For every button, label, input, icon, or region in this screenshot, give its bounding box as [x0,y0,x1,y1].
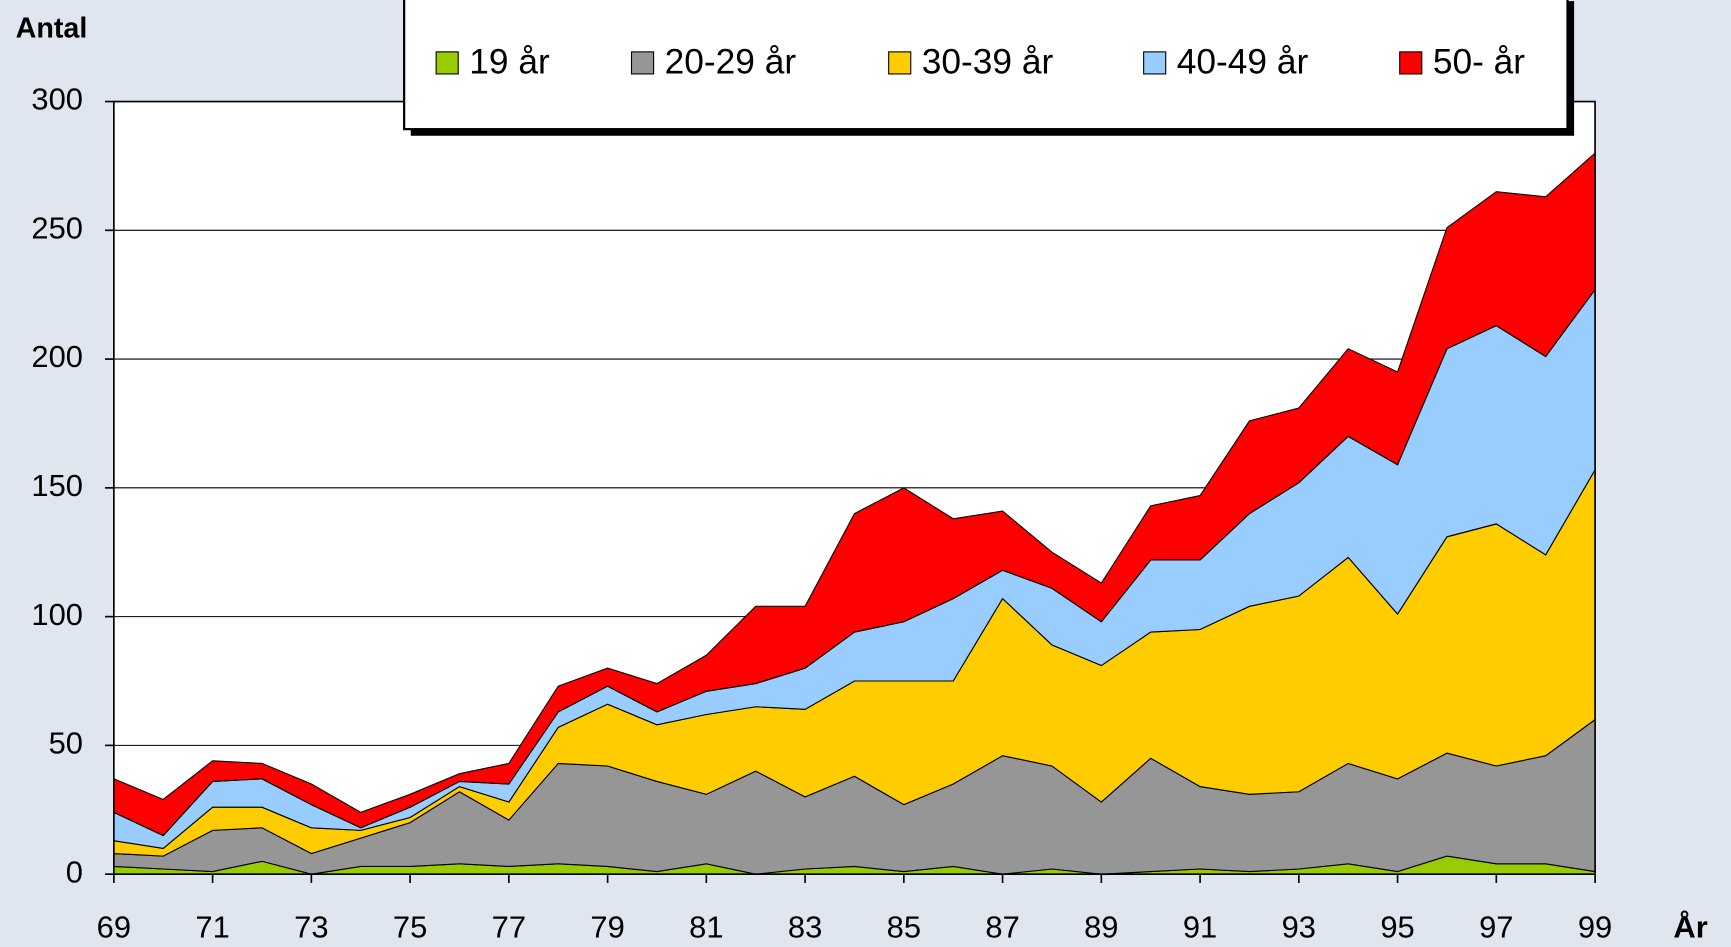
x-tick-label: 93 [1282,909,1316,944]
legend-label: 30-39 år [922,42,1054,81]
y-tick-label: 150 [31,468,83,503]
y-tick-label: 250 [31,210,83,245]
x-tick-label: 79 [590,909,624,944]
legend-swatch [1143,51,1167,75]
x-tick-label: 77 [492,909,526,944]
y-tick-label: 100 [31,597,83,632]
y-tick-label: 300 [31,82,83,117]
y-tick-label: 0 [66,854,83,889]
x-tick-label: 81 [689,909,723,944]
x-tick-label: 75 [393,909,427,944]
x-tick-label: 85 [887,909,921,944]
y-tick-label: 50 [49,726,83,761]
axes: 0 50 100 150 200 250 300 69 71 73 75 77 79 81 83 85 87 89… [31,82,1612,945]
legend-label: 50- år [1433,42,1525,81]
x-tick-label: 69 [97,909,131,944]
legend-swatch [630,51,655,75]
x-tick-label: 91 [1183,909,1217,944]
legend-label: 20-29 år [665,42,797,81]
x-tick-label: 87 [985,909,1019,944]
x-tick-label: 89 [1084,909,1118,944]
y-tick-label: 200 [31,339,83,374]
legend-swatch [888,51,912,75]
x-tick-label: 97 [1479,909,1513,944]
y-axis-title: Antal [16,12,88,44]
legend-box [403,0,1569,131]
x-axis-title: År [1673,909,1707,944]
x-tick-label: 99 [1578,909,1612,944]
legend-swatch [435,51,459,75]
legend-swatch [1399,51,1423,75]
x-tick-label: 73 [294,909,328,944]
x-tick-label: 71 [195,909,229,944]
legend-label: 40-49 år [1177,42,1309,81]
legend-label: 19 år [469,42,550,81]
x-tick-label: 95 [1380,909,1414,944]
legend: 19 år 20-29 år 30-39 år 40-49 år 50- år [435,42,1525,81]
x-tick-label: 83 [788,909,822,944]
